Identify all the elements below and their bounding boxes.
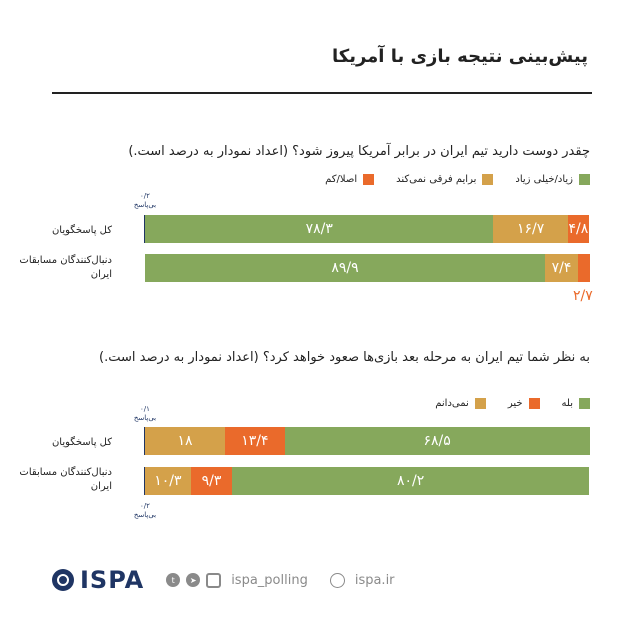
footer: ISPA t ➤ ispa_polling ispa.ir xyxy=(52,565,580,595)
chart2-legend-item-1: بله xyxy=(562,398,590,409)
globe-icon xyxy=(329,572,345,588)
bar-segment: ۱۳/۴ xyxy=(225,427,285,455)
bar-value-label: ۹/۳ xyxy=(201,473,222,489)
telegram-icon[interactable]: ➤ xyxy=(186,573,201,587)
chart1-legend-item-1: زیاد/خیلی زیاد xyxy=(515,174,590,185)
chart2-question: به نظر شما تیم ایران به مرحله بعد بازی‌ه… xyxy=(99,350,590,365)
title-divider xyxy=(52,92,592,94)
bar-segment: ۶۸/۵ xyxy=(284,427,590,455)
chart1-question: چقدر دوست دارید تیم ایران در برابر آمریک… xyxy=(128,144,590,159)
page-title: پیش‌بینی نتیجه بازی با آمریکا xyxy=(331,46,588,67)
bar-value-label: ۸۹/۹ xyxy=(331,260,359,276)
no-answer-value: ۰/۲ xyxy=(140,192,150,200)
bar-value-label: ۷۸/۳ xyxy=(305,221,333,237)
chart1-row-label-2: دنبال‌کنندگان مسابقات ایران xyxy=(19,255,112,280)
bar-segment: ۷/۴ xyxy=(545,254,578,282)
chart2-row-label-1: کل پاسخگویان xyxy=(51,437,112,448)
bar-value-label: ۴/۸ xyxy=(568,221,589,237)
chart1-bar-row-2: ۸۹/۹ ۷/۴ xyxy=(145,254,590,282)
website-text[interactable]: ispa.ir xyxy=(354,572,395,588)
chart2-bar-row-1: ۱۸ ۱۳/۴ ۶۸/۵ xyxy=(145,427,590,455)
bar-value-label: ۶۸/۵ xyxy=(423,433,451,449)
chart1-bar-row-1: ۷۸/۳ ۱۶/۷ ۴/۸ xyxy=(145,215,590,243)
no-answer-text: بی‌پاسخ xyxy=(133,511,157,519)
legend-label: اصلا/کم xyxy=(325,174,358,185)
ispa-logo: ISPA xyxy=(80,566,145,594)
social-links: t ➤ ispa_polling xyxy=(166,572,308,588)
chart2-legend-item-2: خیر xyxy=(508,398,540,409)
chart1-legend-item-3: اصلا/کم xyxy=(325,174,375,185)
chart1-legend-item-2: برایم فرقی نمی‌کند xyxy=(396,174,494,185)
legend-swatch xyxy=(579,174,590,185)
legend-label: برایم فرقی نمی‌کند xyxy=(396,174,477,185)
bar-value-label: ۱۶/۷ xyxy=(516,221,545,237)
bar-value-label: ۱۳/۴ xyxy=(241,433,269,449)
bar-segment: ۹/۳ xyxy=(190,467,233,495)
bar-segment: ۱۸ xyxy=(145,427,226,455)
chart1-no-answer-label: ۰/۲ بی‌پاسخ xyxy=(128,192,162,210)
ispa-emblem-icon xyxy=(52,569,74,591)
chart1-row-label-1: کل پاسخگویان xyxy=(51,225,112,236)
bar-segment xyxy=(577,254,590,282)
bar-value-label: ۷/۴ xyxy=(551,260,572,276)
no-answer-value: ۰/۲ xyxy=(140,502,150,510)
legend-swatch xyxy=(482,174,494,185)
chart2-row-label-2: دنبال‌کنندگان مسابقات ایران xyxy=(19,467,112,492)
bar-value-label: ۸۰/۲ xyxy=(397,473,425,489)
no-answer-value: ۰/۱ xyxy=(140,405,150,413)
legend-label: بله xyxy=(561,398,573,409)
chart1-legend: زیاد/خیلی زیاد برایم فرقی نمی‌کند اصلا/ک… xyxy=(325,174,590,185)
legend-swatch xyxy=(474,398,486,409)
instagram-icon[interactable] xyxy=(206,572,222,588)
bar-segment: ۸۰/۲ xyxy=(232,467,590,495)
bar-segment: ۱۰/۳ xyxy=(145,467,191,495)
legend-label: خیر xyxy=(507,398,523,409)
legend-swatch xyxy=(579,398,590,409)
no-answer-text: بی‌پاسخ xyxy=(133,414,157,422)
legend-label: نمی‌دانم xyxy=(435,398,469,409)
bar-segment: ۱۶/۷ xyxy=(493,215,568,243)
chart1-outside-value: ۲/۷ xyxy=(573,288,593,304)
bar-value-label: ۱۸ xyxy=(177,433,193,449)
bar-segment: ۸۹/۹ xyxy=(145,254,546,282)
legend-label: زیاد/خیلی زیاد xyxy=(515,174,573,185)
bar-segment: ۷۸/۳ xyxy=(145,215,494,243)
chart2-legend-item-3: نمی‌دانم xyxy=(435,398,486,409)
twitter-icon[interactable]: t xyxy=(166,573,181,587)
legend-swatch xyxy=(528,398,540,409)
website-link[interactable]: ispa.ir xyxy=(329,572,395,588)
chart2-bar-row-2: ۱۰/۳ ۹/۳ ۸۰/۲ xyxy=(145,467,590,495)
bar-segment: ۴/۸ xyxy=(567,215,590,243)
chart2-no-answer-label-1: ۰/۱ بی‌پاسخ xyxy=(128,405,162,423)
legend-swatch xyxy=(363,174,375,185)
chart2-legend: بله خیر نمی‌دانم xyxy=(435,398,590,409)
no-answer-text: بی‌پاسخ xyxy=(133,201,157,209)
social-handle[interactable]: ispa_polling xyxy=(231,572,308,588)
bar-value-label: ۱۰/۳ xyxy=(154,473,182,489)
chart2-no-answer-label-2: ۰/۲ بی‌پاسخ xyxy=(128,502,162,520)
